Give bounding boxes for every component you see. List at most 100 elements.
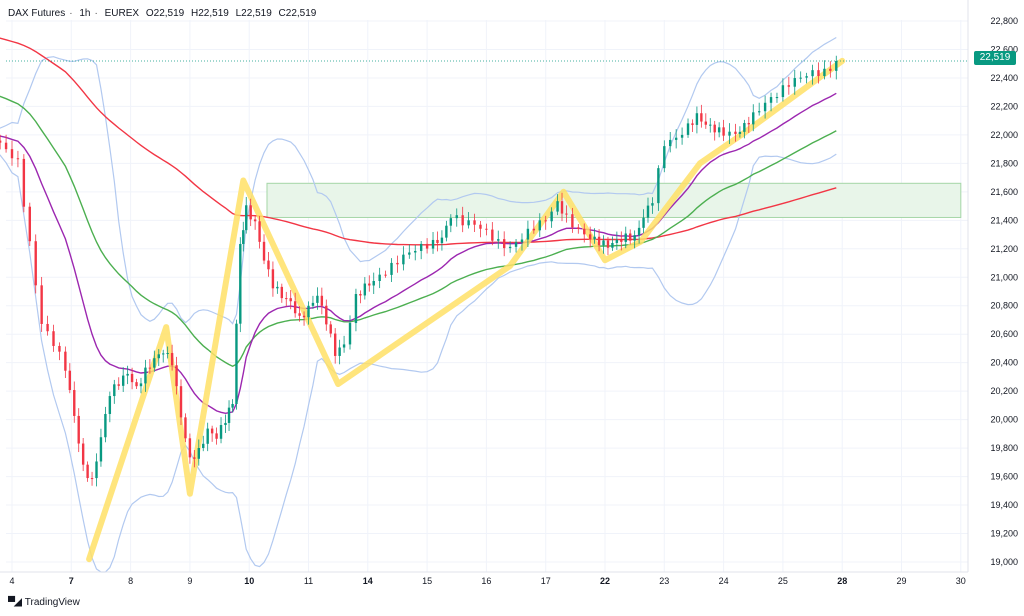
candle-body (81, 443, 85, 465)
x-tick-label: 23 (659, 576, 669, 586)
candle-body (276, 286, 279, 289)
candle-body (378, 274, 381, 282)
candle-body (184, 417, 187, 439)
moving-averages (0, 37, 837, 415)
x-tick-label: 17 (541, 576, 551, 586)
candle-body (467, 220, 470, 226)
candle-body (811, 70, 814, 77)
candle-body (680, 134, 684, 138)
y-tick-label: 22,600 (990, 44, 1018, 54)
candle-body (829, 68, 832, 71)
candle-body (695, 113, 699, 125)
candle-body (485, 228, 488, 230)
candle-body (577, 227, 580, 229)
candle-body (22, 158, 26, 207)
candle-body (58, 345, 61, 352)
x-tick-label: 22 (600, 576, 610, 586)
y-tick-label: 21,600 (990, 187, 1018, 197)
candle-body (333, 333, 337, 356)
candle-body (348, 323, 352, 345)
candle-body (34, 241, 37, 286)
candle-body (799, 77, 802, 79)
candle-body (162, 353, 165, 355)
candle-body (108, 396, 112, 414)
exchange-label: EUREX (104, 8, 140, 19)
candle-body (117, 384, 120, 386)
candle-body (436, 239, 439, 244)
candle-body (823, 68, 826, 77)
candle-body (722, 127, 725, 136)
candle-body (338, 347, 341, 356)
bollinger-bands (0, 36, 837, 573)
x-tick-label: 28 (837, 576, 847, 586)
candle-body (210, 428, 214, 434)
candle-body (148, 367, 152, 369)
x-tick-label: 9 (187, 576, 192, 586)
ma-mid-line (0, 95, 837, 367)
candle-body (166, 353, 169, 355)
candle-body (40, 285, 43, 324)
y-axis: 19,000 19,200 19,400 19,600 19,800 20,000 20,2… (967, 0, 1018, 572)
candle-body (224, 422, 227, 426)
candle-body (113, 384, 116, 397)
symbol-name[interactable]: DAX Futures (8, 8, 66, 19)
y-tick-label: 22,000 (990, 130, 1018, 140)
candle-body (354, 294, 358, 324)
candle-body (449, 218, 453, 226)
candle-body (104, 413, 107, 438)
candle-body (633, 235, 636, 241)
candle-body (342, 344, 346, 348)
candle-body (538, 220, 541, 231)
candle-body (144, 367, 147, 384)
candle-body (206, 428, 209, 444)
candle-body (491, 229, 494, 241)
candle-body (560, 201, 564, 214)
candle-body (271, 269, 275, 289)
ma-fast-line (0, 92, 837, 415)
candle-body (384, 274, 387, 276)
candle-body (249, 205, 252, 220)
candle-body (193, 457, 196, 459)
candle-body (597, 236, 601, 246)
high-value: H22,519 (191, 8, 229, 19)
candle-body (188, 438, 192, 458)
candle-body (431, 239, 435, 249)
tradingview-brand[interactable]: ▀◢ TradingView (8, 597, 80, 608)
candle-body (135, 382, 138, 387)
candle-body (752, 112, 755, 125)
candle-body (285, 298, 288, 300)
brand-text: TradingView (24, 597, 80, 608)
candle-body (320, 295, 324, 306)
y-tick-label: 22,800 (990, 16, 1018, 26)
candle-body (258, 221, 261, 242)
y-tick-label: 20,600 (990, 329, 1018, 339)
candle-body (734, 131, 737, 134)
candle-body (550, 211, 553, 222)
candle-body (473, 220, 476, 225)
x-tick-label: 30 (956, 576, 966, 586)
candle-body (298, 313, 301, 316)
y-tick-label: 22,200 (990, 101, 1018, 111)
candle-body (0, 140, 2, 143)
candle-body (620, 239, 623, 242)
candle-body (508, 246, 512, 249)
candle-body (700, 113, 703, 122)
candle-body (242, 230, 245, 244)
candle-body (835, 61, 838, 71)
candle-body (606, 240, 610, 248)
candle-body (202, 443, 205, 448)
y-tick-label: 21,800 (990, 158, 1018, 168)
candle-body (817, 70, 820, 77)
candle-body (227, 407, 231, 423)
candle-body (781, 85, 785, 98)
candle-body (372, 281, 375, 286)
candle-body (126, 373, 129, 376)
candle-body (368, 283, 371, 286)
candle-body (717, 127, 721, 133)
candle-body (669, 139, 672, 147)
candle-body (425, 243, 429, 249)
interval-label[interactable]: 1h (79, 8, 91, 19)
candle-body (651, 203, 654, 206)
candle-body (646, 205, 650, 218)
